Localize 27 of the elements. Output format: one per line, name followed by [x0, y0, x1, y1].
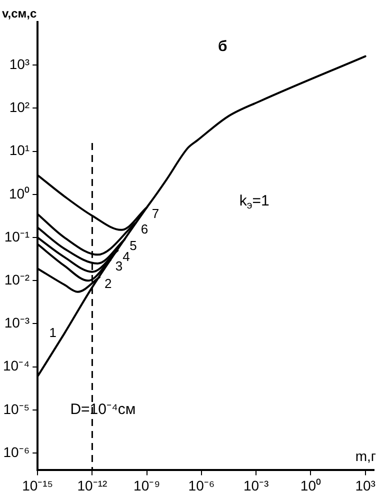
y-tick-label: 10⁻¹: [4, 228, 30, 244]
y-tick-label: 10⁻⁴: [2, 358, 30, 374]
x-tick-label: 10⁻¹²: [77, 477, 108, 494]
x-tick-label: 10⁻¹⁵: [22, 477, 54, 494]
series-label: 1: [49, 324, 56, 340]
series-label: 2: [104, 276, 112, 291]
series-label: 4: [122, 249, 130, 264]
x-tick-label: 10³: [355, 477, 376, 494]
y-tick-label: 10⁻³: [4, 314, 30, 331]
y-tick-label: 10¹: [9, 142, 30, 158]
series-label: 6: [140, 221, 148, 236]
y-axis-title: v,см,с: [2, 6, 37, 20]
x-tick-label: 10⁻⁹: [134, 477, 160, 494]
x-tick-label: 10⁻³: [243, 477, 270, 494]
series-label: 5: [130, 238, 137, 254]
y-tick-label: 10⁻⁶: [3, 444, 30, 460]
y-tick-label: 10²: [9, 99, 30, 116]
text: б: [218, 38, 228, 56]
y-tick-label: 10⁻⁵: [3, 400, 30, 417]
y-tick-label: 10⁻²: [4, 271, 30, 288]
series-label: 7: [152, 206, 160, 221]
y-tick-label: 10³: [9, 56, 30, 72]
x-tick-label: 10⁻⁶: [188, 477, 215, 494]
series-label: 3: [115, 258, 123, 274]
x-axis-title: m,г: [355, 448, 376, 464]
y-tick-label: 10⁰: [9, 185, 30, 202]
x-tick-label: 10⁰: [300, 477, 321, 494]
